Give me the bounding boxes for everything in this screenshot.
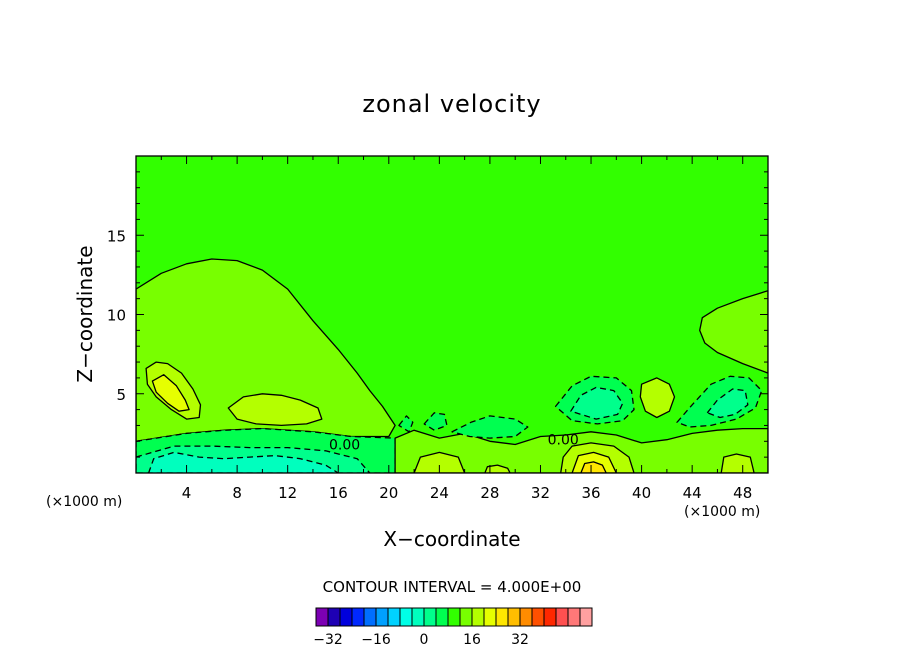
colorbar-swatch: [555, 607, 569, 627]
colorbar-swatch: [447, 607, 461, 627]
x-tick-label: 16: [329, 484, 348, 502]
x-tick-label: 48: [733, 484, 752, 502]
x-tick-label: 8: [232, 484, 242, 502]
contour-label-0: 0.00: [329, 437, 360, 453]
colorbar-swatch: [399, 607, 413, 627]
contour-region-21: [423, 412, 448, 431]
x-tick-label: 24: [430, 484, 449, 502]
colorbar-swatch: [543, 607, 557, 627]
contour-region-14: [413, 451, 466, 473]
x-axis-ticks: 4 8 12 16 20 24 28 32 36 40 44 48: [160, 156, 752, 502]
colorbar-tick-label: 16: [463, 632, 481, 648]
colorbar-swatch: [579, 607, 593, 627]
colorbar-swatch: [567, 607, 581, 627]
x-tick-label: 44: [683, 484, 702, 502]
x-unit-right: (×1000 m): [684, 504, 760, 520]
x-tick-label: 20: [379, 484, 398, 502]
colorbar-swatch: [411, 607, 425, 627]
contour-interval-label: CONTOUR INTERVAL = 4.000E+00: [323, 578, 582, 596]
contour-region-5: [151, 374, 190, 412]
colorbar-tick-label: −32: [313, 632, 343, 648]
y-tick-label: 5: [116, 386, 126, 404]
plot-area: 0.00 0.00: [135, 155, 769, 474]
contour-region-16: [451, 415, 529, 439]
y-axis-ticks: 5 10 15: [107, 171, 768, 458]
colorbar-swatch: [507, 607, 521, 627]
colorbar-swatch: [375, 607, 389, 627]
colorbar-tick-label: −16: [361, 632, 391, 648]
contour-region-22: [398, 415, 414, 433]
contour-labels: 0.00 0.00: [329, 433, 579, 454]
colorbar-swatch: [327, 607, 341, 627]
colorbar-swatch: [483, 607, 497, 627]
contour-region-3: [227, 393, 323, 427]
x-axis-label: X−coordinate: [383, 527, 520, 551]
colorbar-swatch: [315, 607, 329, 627]
contour-region-8: [147, 451, 339, 473]
x-tick-label: 28: [480, 484, 499, 502]
y-axis-label: Z−coordinate: [73, 245, 97, 382]
x-tick-label: 40: [632, 484, 651, 502]
colorbar-swatch: [363, 607, 377, 627]
x-tick-label: 12: [278, 484, 297, 502]
y-tick-label: 10: [107, 307, 126, 325]
contour-region-20: [706, 388, 749, 419]
x-unit-left: (×1000 m): [46, 494, 122, 510]
colorbar-swatch: [423, 607, 437, 627]
contour-region-12: [580, 461, 607, 473]
colorbar-tick-label: 32: [511, 632, 529, 648]
colorbar-swatch: [339, 607, 353, 627]
colorbar-swatch: [531, 607, 545, 627]
colorbar-tick-label: 0: [420, 632, 429, 648]
colorbar-swatch: [435, 607, 449, 627]
colorbar-swatch: [471, 607, 485, 627]
colorbar-swatch: [351, 607, 365, 627]
colorbar-tick-labels: −32 −16 0 16 32: [313, 632, 529, 648]
contour-label-1: 0.00: [548, 433, 579, 449]
colorbar-swatch: [519, 607, 533, 627]
x-tick-label: 36: [581, 484, 600, 502]
colorbar-swatch: [459, 607, 473, 627]
contour-region-15: [484, 464, 511, 473]
x-tick-label: 32: [531, 484, 550, 502]
colorbar: [315, 607, 593, 627]
contour-region-4: [639, 377, 676, 419]
contour-fill-regions: [136, 258, 768, 473]
y-tick-label: 15: [107, 227, 126, 245]
contour-region-18: [570, 386, 624, 420]
contour-region-1: [699, 290, 768, 374]
colorbar-swatch: [387, 607, 401, 627]
chart-title: zonal velocity: [362, 90, 541, 118]
contour-region-13: [720, 453, 755, 473]
x-tick-label: 4: [182, 484, 192, 502]
colorbar-swatch: [495, 607, 509, 627]
